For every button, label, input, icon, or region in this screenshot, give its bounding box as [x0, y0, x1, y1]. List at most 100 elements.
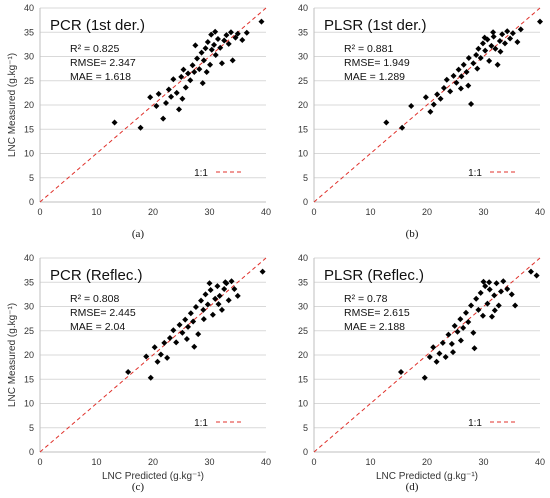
data-point	[192, 303, 199, 310]
data-point	[398, 368, 405, 375]
data-point	[218, 60, 225, 67]
stat-r2: R² = 0.808	[70, 293, 119, 305]
data-point	[462, 309, 469, 316]
data-point	[517, 26, 524, 33]
data-point	[434, 91, 441, 98]
data-point	[408, 102, 415, 109]
data-point	[479, 312, 486, 319]
y-tick-label: 40	[24, 3, 34, 13]
x-tick-label: 40	[535, 207, 545, 217]
data-point	[185, 70, 192, 77]
data-point	[173, 89, 180, 96]
x-tick-label: 20	[148, 457, 158, 467]
data-point	[137, 124, 144, 131]
data-point	[457, 85, 464, 92]
data-point	[200, 57, 207, 64]
data-point	[490, 33, 497, 40]
data-point	[190, 318, 197, 325]
data-point	[497, 48, 504, 55]
data-point	[187, 310, 194, 317]
data-point	[509, 30, 516, 37]
data-point	[211, 41, 218, 48]
data-point	[514, 38, 521, 45]
data-point	[477, 54, 484, 61]
data-point	[470, 60, 477, 67]
data-point	[182, 84, 189, 91]
data-point	[475, 306, 482, 313]
data-point	[482, 283, 489, 290]
data-point	[234, 292, 241, 299]
x-tick-label: 20	[422, 457, 432, 467]
data-point	[427, 108, 434, 115]
data-point	[151, 344, 158, 351]
data-point	[430, 101, 437, 108]
data-point	[442, 353, 449, 360]
data-point	[460, 61, 467, 68]
data-point	[484, 300, 491, 307]
data-point	[490, 29, 497, 36]
y-tick-label: 40	[298, 253, 308, 263]
data-point	[488, 313, 495, 320]
data-point	[504, 28, 511, 35]
panel-caption: (b)	[406, 228, 419, 240]
data-point	[165, 86, 172, 93]
data-point	[447, 88, 454, 95]
data-point	[450, 72, 457, 79]
data-point	[259, 268, 266, 275]
data-point	[162, 100, 169, 107]
data-point	[173, 339, 180, 346]
stat-mae: MAE = 1.289	[344, 71, 405, 83]
y-tick-label: 30	[298, 302, 308, 312]
y-axis-label: LNC Measured (g.kg⁻¹)	[7, 53, 18, 157]
data-point	[499, 31, 506, 38]
data-point	[180, 66, 187, 73]
data-point	[221, 37, 228, 44]
stat-rmse: RMSE= 2.445	[70, 307, 136, 319]
data-point	[436, 350, 443, 357]
data-point	[214, 283, 221, 290]
data-point	[212, 52, 219, 59]
y-tick-label: 30	[298, 52, 308, 62]
data-point	[465, 319, 472, 326]
y-tick-label: 0	[303, 197, 308, 207]
y-tick-label: 0	[29, 197, 34, 207]
y-tick-label: 5	[29, 173, 34, 183]
data-point	[208, 46, 215, 53]
data-point	[182, 316, 189, 323]
plot-area: 0 5 10 15 20 25 30 35 40 0 10 20 30 40	[298, 3, 545, 217]
data-point	[471, 345, 478, 352]
data-point	[498, 288, 505, 295]
data-point	[426, 353, 433, 360]
x-tick-label: 0	[311, 207, 316, 217]
data-point	[212, 295, 219, 302]
y-tick-label: 10	[24, 399, 34, 409]
data-point	[176, 321, 183, 328]
data-point	[147, 374, 154, 381]
y-tick-label: 0	[303, 447, 308, 457]
data-point	[453, 79, 460, 86]
stat-r2: R² = 0.881	[344, 43, 393, 55]
stat-mae: MAE = 2.188	[344, 321, 405, 333]
x-tick-label: 30	[204, 457, 214, 467]
data-point	[457, 316, 464, 323]
data-point	[164, 354, 171, 361]
data-point	[189, 62, 196, 69]
plot-area: 0 5 10 15 20 25 30 35 40 0 10 20 30 40	[24, 253, 271, 467]
x-tick-label: 40	[535, 457, 545, 467]
data-point	[216, 292, 223, 299]
data-point	[494, 61, 501, 68]
panel-title: PCR (Reflec.)	[50, 267, 143, 284]
data-point	[202, 45, 209, 52]
data-point	[449, 349, 456, 356]
y-tick-label: 20	[298, 100, 308, 110]
data-point	[143, 353, 150, 360]
data-point	[474, 65, 481, 72]
data-point	[170, 76, 177, 83]
data-point	[191, 343, 198, 350]
y-tick-label: 40	[298, 3, 308, 13]
data-point	[168, 93, 175, 100]
data-point	[212, 28, 219, 35]
data-point	[481, 34, 488, 41]
data-point	[451, 322, 458, 329]
